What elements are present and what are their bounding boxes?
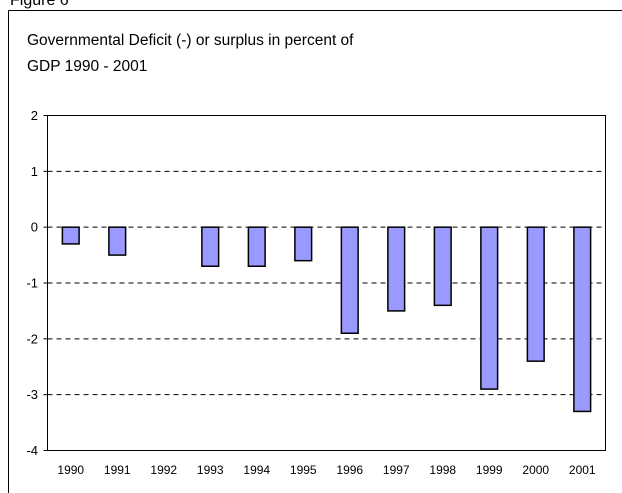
x-tick-label: 1999	[476, 463, 503, 477]
chart-title-line: GDP 1990 - 2001	[27, 58, 147, 75]
y-tick-label: 2	[31, 108, 38, 123]
bar	[340, 226, 359, 335]
x-tick-label: 2001	[569, 463, 596, 477]
bar	[433, 226, 452, 307]
x-tick-label: 2000	[522, 463, 549, 477]
x-tick-label: 1997	[383, 463, 410, 477]
x-tick-label: 1998	[429, 463, 456, 477]
x-tick-label: 1991	[104, 463, 131, 477]
x-tick-label: 1996	[336, 463, 363, 477]
x-tick-label: 1992	[150, 463, 177, 477]
y-tick-label: -2	[26, 331, 38, 346]
y-tick-label: -1	[26, 276, 38, 291]
bar	[294, 226, 313, 262]
bar	[201, 226, 220, 268]
bar	[61, 226, 80, 245]
plot-area: -4 -3 -2 -1 0 1 2 1990 1991 1992 1993 1994 1995 1996 1…	[26, 108, 606, 477]
bar	[480, 226, 499, 390]
x-tick-label: 1994	[243, 463, 270, 477]
x-tick-label: 1995	[290, 463, 317, 477]
bar	[526, 226, 545, 362]
y-tick-label: 1	[31, 164, 38, 179]
bar	[573, 226, 592, 413]
figure-label: Figure 6	[10, 0, 69, 9]
y-tick-label: -3	[26, 387, 38, 402]
y-tick-label: -4	[26, 443, 38, 458]
bar	[247, 226, 266, 268]
x-tick-label: 1993	[197, 463, 224, 477]
x-tick-label: 1990	[57, 463, 84, 477]
plot-border	[47, 115, 606, 451]
chart-title-line: Governmental Deficit (-) or surplus in p…	[27, 32, 354, 49]
bar	[387, 226, 406, 312]
bar	[108, 226, 127, 256]
y-tick-label: 0	[31, 220, 38, 235]
